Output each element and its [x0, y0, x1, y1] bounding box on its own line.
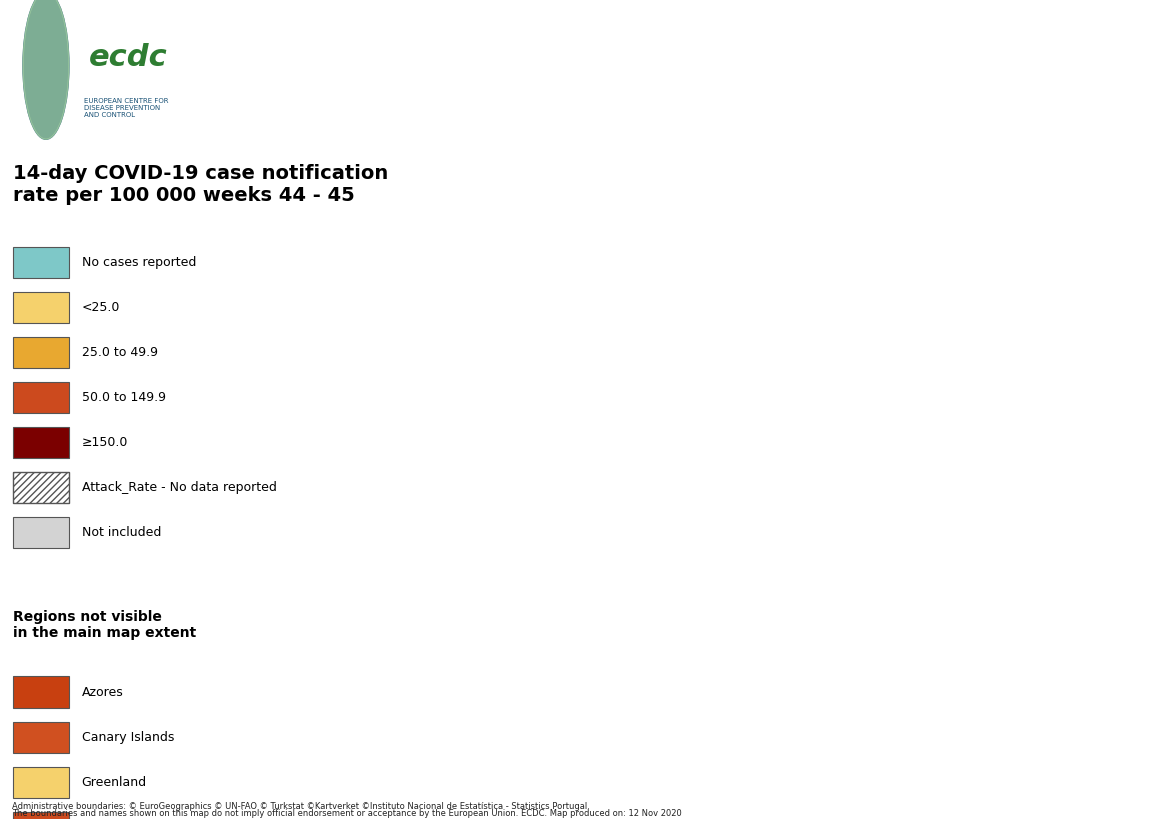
- Circle shape: [23, 0, 68, 139]
- Text: 50.0 to 149.9: 50.0 to 149.9: [81, 391, 166, 404]
- Text: ecdc: ecdc: [89, 43, 168, 72]
- Text: The boundaries and names shown on this map do not imply official endorsement or : The boundaries and names shown on this m…: [12, 808, 681, 817]
- Text: Azores: Azores: [81, 686, 123, 699]
- FancyBboxPatch shape: [13, 767, 68, 798]
- Text: ≥150.0: ≥150.0: [81, 436, 128, 449]
- FancyBboxPatch shape: [13, 676, 68, 708]
- FancyBboxPatch shape: [13, 517, 68, 548]
- FancyBboxPatch shape: [13, 427, 68, 458]
- Text: Not included: Not included: [81, 526, 161, 539]
- Text: <25.0: <25.0: [81, 301, 119, 314]
- Text: No cases reported: No cases reported: [81, 256, 196, 269]
- FancyBboxPatch shape: [13, 337, 68, 368]
- FancyBboxPatch shape: [13, 472, 68, 503]
- Text: Regions not visible
in the main map extent: Regions not visible in the main map exte…: [13, 610, 196, 640]
- FancyBboxPatch shape: [13, 722, 68, 753]
- FancyBboxPatch shape: [13, 292, 68, 323]
- Text: Canary Islands: Canary Islands: [81, 731, 174, 744]
- FancyBboxPatch shape: [13, 247, 68, 278]
- Text: Administrative boundaries: © EuroGeographics © UN-FAO © Turkstat ©Kartverket ©In: Administrative boundaries: © EuroGeograp…: [12, 802, 589, 811]
- Text: Attack_Rate - No data reported: Attack_Rate - No data reported: [81, 481, 276, 494]
- Text: 25.0 to 49.9: 25.0 to 49.9: [81, 346, 158, 359]
- Text: Greenland: Greenland: [81, 776, 147, 789]
- Circle shape: [23, 0, 68, 139]
- Text: 14-day COVID-19 case notification
rate per 100 000 weeks 44 - 45: 14-day COVID-19 case notification rate p…: [13, 164, 387, 205]
- Text: EUROPEAN CENTRE FOR
DISEASE PREVENTION
AND CONTROL: EUROPEAN CENTRE FOR DISEASE PREVENTION A…: [85, 98, 168, 118]
- FancyBboxPatch shape: [13, 382, 68, 413]
- FancyBboxPatch shape: [13, 812, 68, 819]
